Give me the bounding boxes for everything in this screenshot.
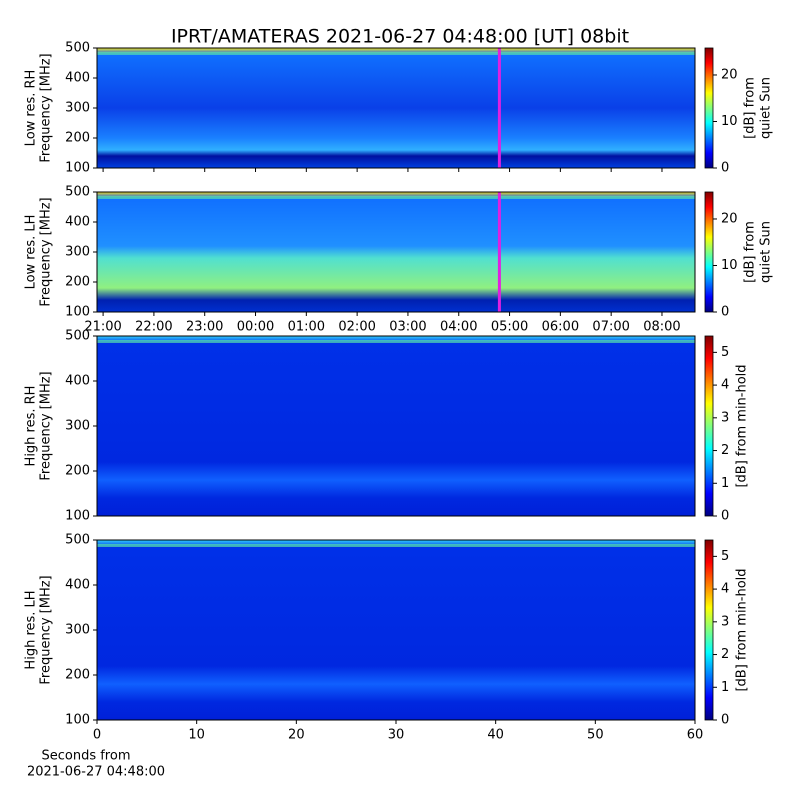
y-axis-label: Low res. LH xyxy=(24,215,39,290)
colorbar-label: quiet Sun xyxy=(759,77,774,139)
y-tick-label: 300 xyxy=(65,623,90,638)
colorbar-tick-label: 0 xyxy=(721,713,729,728)
y-tick-label: 500 xyxy=(65,329,90,344)
spectrogram xyxy=(97,48,695,168)
spectrogram-band xyxy=(97,196,695,199)
y-axis-label: High res. RH xyxy=(24,386,39,467)
x-tick-label: 04:00 xyxy=(440,320,477,335)
y-tick-label: 300 xyxy=(65,245,90,260)
x-tick-label: 03:00 xyxy=(389,320,426,335)
spectrogram-band xyxy=(97,52,695,55)
y-tick-label: 200 xyxy=(65,131,90,146)
colorbar-tick-label: 20 xyxy=(721,67,738,82)
y-tick-label: 500 xyxy=(65,185,90,200)
colorbar-label: [dB] from min-hold xyxy=(735,568,750,691)
y-tick-label: 100 xyxy=(65,509,90,524)
colorbar-tick-label: 5 xyxy=(721,549,729,564)
x-tick-label: 40 xyxy=(487,728,504,743)
y-tick-label: 200 xyxy=(65,275,90,290)
colorbar-label: [dB] from xyxy=(743,77,758,139)
x-tick-label: 00:00 xyxy=(237,320,274,335)
spectrogram xyxy=(97,540,695,720)
x-tick-label: 21:00 xyxy=(84,320,121,335)
y-axis-label: High res. LH xyxy=(24,590,39,669)
x-tick-label: 06:00 xyxy=(542,320,579,335)
colorbar-tick-label: 1 xyxy=(721,680,729,695)
x-tick-label: 50 xyxy=(587,728,604,743)
x-tick-label: 07:00 xyxy=(592,320,629,335)
x-tick-label: 60 xyxy=(687,728,704,743)
x-tick-label: 22:00 xyxy=(135,320,172,335)
colorbar-tick-label: 0 xyxy=(721,509,729,524)
colorbar xyxy=(704,191,714,313)
colorbar-tick-label: 4 xyxy=(721,582,729,597)
x-tick-label: 02:00 xyxy=(338,320,375,335)
y-tick-label: 500 xyxy=(65,41,90,56)
colorbar-tick-label: 3 xyxy=(721,614,729,629)
colorbar-label: [dB] from min-hold xyxy=(735,364,750,487)
y-tick-label: 300 xyxy=(65,101,90,116)
colorbar-tick-label: 1 xyxy=(721,476,729,491)
colorbar-tick-label: 3 xyxy=(721,410,729,425)
y-tick-label: 400 xyxy=(65,578,90,593)
y-tick-label: 100 xyxy=(65,161,90,176)
x-axis-label: 2021-06-27 04:48:00 xyxy=(27,765,165,780)
figure-title: IPRT/AMATERAS 2021-06-27 04:48:00 [UT] 0… xyxy=(171,26,629,48)
x-tick-label: 0 xyxy=(93,728,101,743)
colorbar-label: [dB] from xyxy=(743,221,758,283)
colorbar-label: quiet Sun xyxy=(759,221,774,283)
y-axis-label: Low res. RH xyxy=(24,70,39,147)
y-tick-label: 400 xyxy=(65,374,90,389)
y-axis-label: Frequency [MHz] xyxy=(39,371,54,480)
y-axis-label: Frequency [MHz] xyxy=(39,197,54,306)
x-tick-label: 08:00 xyxy=(643,320,680,335)
colorbar-tick-label: 2 xyxy=(721,647,729,662)
colorbar-tick-label: 10 xyxy=(721,114,738,129)
colorbar-tick-label: 0 xyxy=(721,305,729,320)
y-tick-label: 400 xyxy=(65,71,90,86)
y-tick-label: 100 xyxy=(65,713,90,728)
colorbar-tick-label: 0 xyxy=(721,161,729,176)
y-tick-label: 400 xyxy=(65,215,90,230)
spectrogram-band xyxy=(97,544,695,547)
colorbar xyxy=(704,539,714,721)
colorbar-tick-label: 4 xyxy=(721,378,729,393)
y-axis-label: Frequency [MHz] xyxy=(39,53,54,162)
x-tick-label: 01:00 xyxy=(288,320,325,335)
y-tick-label: 300 xyxy=(65,419,90,434)
spectrogram xyxy=(97,336,695,516)
x-tick-label: 05:00 xyxy=(491,320,528,335)
x-axis-label: Seconds from xyxy=(41,749,130,764)
colorbar-tick-label: 2 xyxy=(721,443,729,458)
y-tick-label: 100 xyxy=(65,305,90,320)
spectrogram xyxy=(97,192,695,312)
x-tick-label: 23:00 xyxy=(186,320,223,335)
x-tick-label: 20 xyxy=(288,728,305,743)
colorbar-tick-label: 5 xyxy=(721,345,729,360)
x-tick-label: 30 xyxy=(388,728,405,743)
colorbar xyxy=(704,335,714,517)
colorbar xyxy=(704,47,714,169)
colorbar-tick-label: 20 xyxy=(721,211,738,226)
y-tick-label: 200 xyxy=(65,668,90,683)
y-tick-label: 500 xyxy=(65,533,90,548)
colorbar-tick-label: 10 xyxy=(721,258,738,273)
y-tick-label: 200 xyxy=(65,464,90,479)
y-axis-label: Frequency [MHz] xyxy=(39,575,54,684)
spectrogram-band xyxy=(97,340,695,343)
x-tick-label: 10 xyxy=(188,728,205,743)
